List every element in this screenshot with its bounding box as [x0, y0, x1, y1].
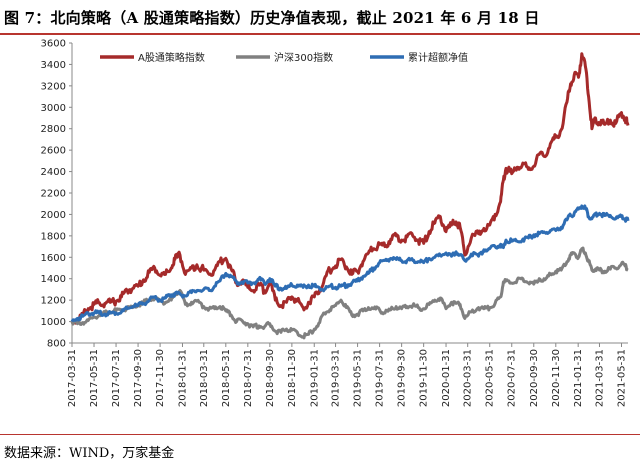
- x-tick-label: 2020-09-30: [529, 349, 540, 407]
- legend-label-3: 累计超额净值: [408, 51, 468, 64]
- x-tick-label: 2019-07-31: [375, 349, 386, 407]
- y-tick-label: 3600: [41, 39, 66, 50]
- series-line-1: [71, 52, 630, 325]
- chart-axes: 800 1000 1200 1400 1600 1800 2000 2200 2400 2600 2…: [41, 39, 628, 407]
- series-line-2: [70, 246, 629, 340]
- x-tick-label: 2019-11-30: [419, 349, 430, 407]
- y-tick-label: 1800: [41, 231, 66, 242]
- x-tick-label: 2021-03-31: [594, 349, 605, 407]
- y-tick-label: 1400: [41, 274, 66, 285]
- x-tick-label: 2020-01-31: [441, 349, 452, 407]
- y-tick-label: 2000: [41, 210, 66, 221]
- x-tick-label: 2018-05-31: [221, 349, 232, 407]
- x-tick-label: 2021-05-31: [617, 349, 628, 407]
- chart-legend: A股通策略指数 沪深300指数 累计超额净值: [100, 51, 468, 64]
- x-tick-label: 2018-03-31: [199, 349, 210, 407]
- data-source-note: 数据来源：WIND，万家基金: [4, 446, 175, 461]
- x-tick-label: 2017-05-31: [89, 349, 100, 407]
- x-tick-label: 2020-11-30: [551, 349, 562, 407]
- x-tick-label: 2020-03-31: [463, 349, 474, 407]
- chart-series: [70, 52, 630, 340]
- x-tick-label: 2018-01-31: [177, 349, 188, 407]
- x-tick-label: 2019-03-31: [331, 349, 342, 407]
- y-tick-label: 800: [47, 339, 66, 350]
- x-tick-label: 2020-07-31: [507, 349, 518, 407]
- x-tick-label: 2017-11-30: [155, 349, 166, 407]
- x-tick-label: 2017-03-31: [67, 349, 78, 407]
- y-tick-label: 1600: [41, 253, 66, 264]
- footer-divider: [0, 434, 640, 435]
- legend-label-2: 沪深300指数: [274, 51, 333, 64]
- y-tick-label: 3400: [41, 60, 66, 71]
- series-line-3: [70, 204, 630, 323]
- legend-label-1: A股通策略指数: [138, 51, 205, 64]
- y-tick-label: 2800: [41, 124, 66, 135]
- title-bar: 图 7：北向策略（A 股通策略指数）历史净值表现，截止 2021 年 6 月 1…: [0, 0, 640, 34]
- y-tick-label: 2600: [41, 146, 66, 157]
- x-tick-label: 2020-05-31: [485, 349, 496, 407]
- x-tick-label: 2018-09-30: [265, 349, 276, 407]
- x-tick-label: 2021-01-31: [573, 349, 584, 407]
- x-tick-label: 2017-07-31: [111, 349, 122, 407]
- x-tick-label: 2019-09-30: [397, 349, 408, 407]
- page-title: 图 7：北向策略（A 股通策略指数）历史净值表现，截止 2021 年 6 月 1…: [4, 9, 540, 27]
- title-divider: [0, 33, 640, 35]
- x-tick-label: 2017-09-30: [133, 349, 144, 407]
- y-tick-label: 3000: [41, 103, 66, 114]
- x-tick-label: 2018-11-30: [287, 349, 298, 407]
- x-tick-label: 2019-01-31: [309, 349, 320, 407]
- x-tick-label: 2018-07-31: [243, 349, 254, 407]
- y-tick-label: 3200: [41, 81, 66, 92]
- line-chart: 800 1000 1200 1400 1600 1800 2000 2200 2400 2600 2…: [41, 39, 630, 407]
- y-tick-label: 1200: [41, 296, 66, 307]
- y-tick-label: 2200: [41, 189, 66, 200]
- y-tick-label: 1000: [41, 317, 66, 328]
- y-tick-label: 2400: [41, 167, 66, 178]
- x-tick-label: 2019-05-31: [353, 349, 364, 407]
